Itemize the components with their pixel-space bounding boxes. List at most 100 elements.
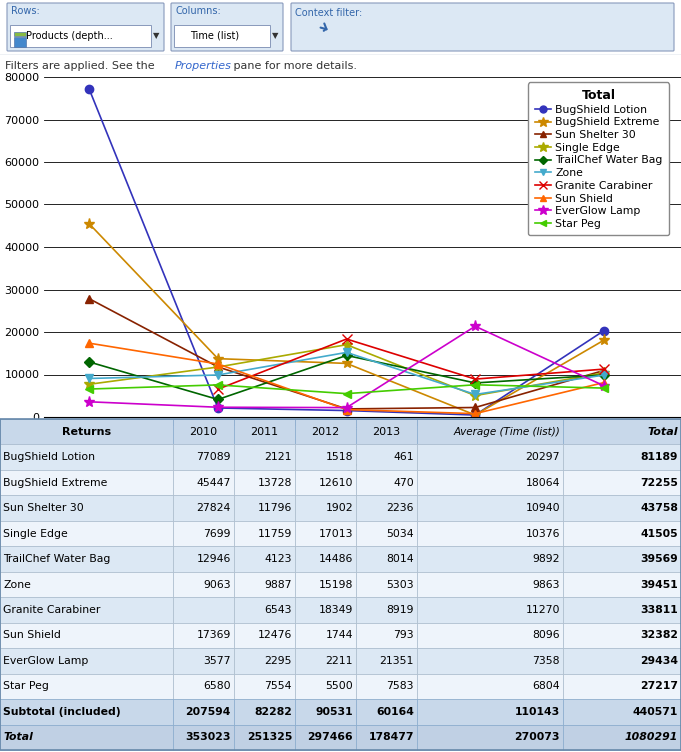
Bar: [0, 597, 173, 623]
Bar: [417, 572, 563, 597]
Bar: [0, 419, 173, 444]
Bar: [417, 496, 563, 521]
Text: 18349: 18349: [319, 605, 353, 615]
Bar: [295, 572, 356, 597]
Text: 8919: 8919: [387, 605, 414, 615]
Text: 1744: 1744: [326, 630, 353, 641]
X-axis label: Total: Total: [344, 461, 381, 475]
Text: 9887: 9887: [264, 580, 292, 590]
Text: 110143: 110143: [515, 707, 560, 717]
Text: 90531: 90531: [315, 707, 353, 717]
Text: Sun Shield: Sun Shield: [3, 630, 61, 641]
Text: ▼: ▼: [153, 32, 159, 41]
Bar: [234, 597, 295, 623]
Text: 2010: 2010: [189, 426, 217, 437]
Bar: [0, 444, 173, 470]
FancyBboxPatch shape: [14, 37, 26, 47]
Bar: [234, 496, 295, 521]
Bar: [234, 521, 295, 546]
Bar: [417, 419, 563, 426]
Bar: [563, 572, 681, 597]
Bar: [356, 623, 417, 648]
Text: 29434: 29434: [640, 656, 678, 666]
Bar: [295, 724, 356, 750]
Text: 39569: 39569: [640, 554, 678, 564]
Bar: [173, 623, 234, 648]
Text: 6804: 6804: [533, 681, 560, 691]
Text: 12946: 12946: [197, 554, 231, 564]
Bar: [234, 572, 295, 597]
Text: 1080291: 1080291: [624, 732, 678, 742]
Bar: [173, 546, 234, 572]
Text: 4123: 4123: [264, 554, 292, 564]
Text: 41505: 41505: [640, 529, 678, 538]
Bar: [173, 496, 234, 521]
Bar: [295, 444, 356, 470]
Bar: [356, 419, 417, 444]
Text: 27824: 27824: [197, 503, 231, 513]
Bar: [417, 419, 563, 444]
Bar: [173, 699, 234, 724]
Text: 32382: 32382: [640, 630, 678, 641]
Text: 15198: 15198: [319, 580, 353, 590]
Bar: [173, 419, 234, 444]
Bar: [417, 444, 563, 470]
Bar: [295, 419, 356, 426]
Text: 270073: 270073: [515, 732, 560, 742]
Text: 60164: 60164: [376, 707, 414, 717]
Text: Sun Shelter 30: Sun Shelter 30: [3, 503, 84, 513]
Bar: [563, 419, 681, 426]
Text: 9863: 9863: [533, 580, 560, 590]
Text: 7358: 7358: [533, 656, 560, 666]
Text: Total: Total: [3, 732, 33, 742]
Text: Single Edge: Single Edge: [3, 529, 67, 538]
Text: 8014: 8014: [386, 554, 414, 564]
Bar: [295, 623, 356, 648]
Text: 2011: 2011: [251, 426, 279, 437]
Bar: [0, 496, 173, 521]
Text: 2211: 2211: [326, 656, 353, 666]
Bar: [356, 699, 417, 724]
FancyBboxPatch shape: [10, 25, 151, 47]
Text: 72255: 72255: [640, 478, 678, 487]
Bar: [173, 724, 234, 750]
Bar: [0, 419, 173, 426]
Bar: [417, 648, 563, 674]
Bar: [173, 674, 234, 699]
Text: 7583: 7583: [387, 681, 414, 691]
Text: 9063: 9063: [204, 580, 231, 590]
Text: 9892: 9892: [533, 554, 560, 564]
Bar: [563, 470, 681, 496]
Bar: [234, 419, 295, 444]
Text: Columns:: Columns:: [175, 6, 221, 16]
Text: 1518: 1518: [326, 452, 353, 462]
Bar: [356, 419, 417, 426]
Text: 461: 461: [394, 452, 414, 462]
Bar: [356, 470, 417, 496]
Bar: [417, 724, 563, 750]
Bar: [0, 470, 173, 496]
Text: 6543: 6543: [264, 605, 292, 615]
Text: 17369: 17369: [197, 630, 231, 641]
Text: 39451: 39451: [640, 580, 678, 590]
Bar: [173, 444, 234, 470]
Text: 13728: 13728: [257, 478, 292, 487]
Text: 440571: 440571: [633, 707, 678, 717]
Legend: BugShield Lotion, BugShield Extreme, Sun Shelter 30, Single Edge, TrailChef Wate: BugShield Lotion, BugShield Extreme, Sun…: [528, 83, 669, 235]
Bar: [295, 546, 356, 572]
Text: 1902: 1902: [326, 503, 353, 513]
Bar: [0, 546, 173, 572]
Bar: [295, 470, 356, 496]
Bar: [563, 648, 681, 674]
Bar: [563, 419, 681, 444]
Text: 7554: 7554: [264, 681, 292, 691]
Text: Time (list): Time (list): [190, 31, 239, 41]
Text: 2012: 2012: [311, 426, 340, 437]
Bar: [563, 699, 681, 724]
FancyBboxPatch shape: [7, 3, 164, 51]
Text: 21351: 21351: [379, 656, 414, 666]
Text: 27217: 27217: [640, 681, 678, 691]
Bar: [563, 444, 681, 470]
Text: 77089: 77089: [197, 452, 231, 462]
Bar: [417, 623, 563, 648]
